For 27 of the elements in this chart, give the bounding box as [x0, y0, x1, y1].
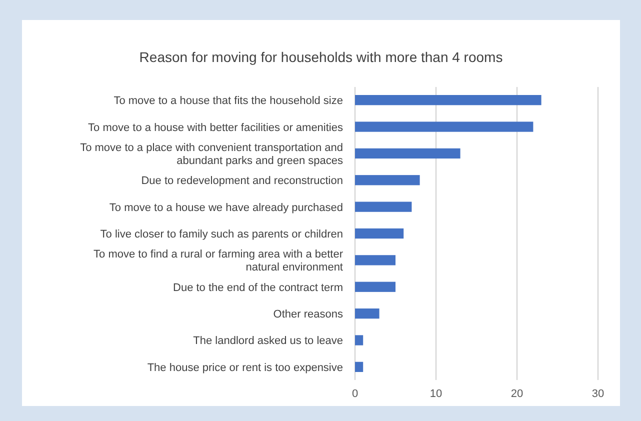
- y-tick-label: Due to the end of the contract term: [173, 282, 343, 294]
- y-tick-label: To move to a house that fits the household size: [114, 95, 343, 108]
- y-tick-label: To move to a house with better facilities or amenities: [88, 122, 344, 134]
- y-tick-label: The landlord asked us to leave: [193, 335, 343, 348]
- bar: [355, 95, 542, 106]
- x-tick-label: 30: [592, 388, 604, 400]
- x-tick-label: 20: [510, 388, 524, 400]
- bar: [355, 362, 364, 372]
- x-tick-label: 0: [352, 388, 358, 400]
- bar: [355, 228, 404, 239]
- bar: [355, 175, 420, 186]
- bar: [355, 308, 380, 319]
- bar: [355, 335, 364, 346]
- chart-title: Reason for moving for households with more than 4 rooms: [139, 49, 503, 65]
- bar: [355, 148, 460, 159]
- bar: [355, 202, 412, 212]
- bar: [355, 122, 534, 132]
- bar: [355, 255, 396, 266]
- y-tick-label: Due to redevelopment and reconstruction: [141, 175, 343, 188]
- bar: [355, 282, 396, 292]
- y-tick-label: To live closer to family such as parents or children: [100, 228, 343, 240]
- y-tick-label: The house price or rent is too expensive: [147, 362, 343, 374]
- y-tick-label: Other reasons: [273, 308, 344, 321]
- y-tick-label: To move to a place with convenient transportation and abundant parks and green spaces: [80, 142, 344, 167]
- x-tick-label: 10: [430, 388, 442, 400]
- y-tick-label: To move to find a rural or farming area with a better natural environment: [94, 248, 344, 274]
- y-tick-label: To move to a house we have already purchased: [109, 202, 343, 214]
